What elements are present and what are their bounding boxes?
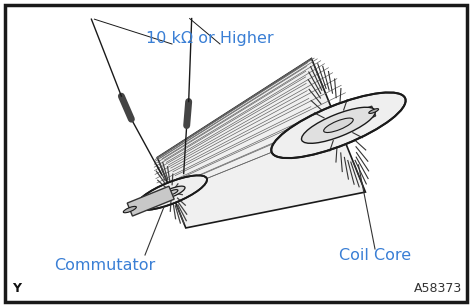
- Ellipse shape: [369, 109, 379, 114]
- Ellipse shape: [165, 190, 178, 196]
- Text: Y: Y: [12, 282, 21, 295]
- Text: 10 kΩ or Higher: 10 kΩ or Higher: [146, 32, 274, 46]
- Ellipse shape: [302, 107, 375, 143]
- Ellipse shape: [324, 118, 353, 133]
- Ellipse shape: [136, 175, 207, 210]
- Ellipse shape: [158, 186, 185, 199]
- Polygon shape: [337, 106, 376, 130]
- Text: A58373: A58373: [414, 282, 462, 295]
- Ellipse shape: [271, 92, 405, 158]
- Polygon shape: [127, 186, 174, 216]
- Ellipse shape: [123, 206, 136, 213]
- Text: Coil Core: Coil Core: [339, 247, 411, 262]
- Polygon shape: [157, 59, 365, 228]
- Text: Commutator: Commutator: [54, 258, 156, 273]
- FancyBboxPatch shape: [5, 5, 467, 302]
